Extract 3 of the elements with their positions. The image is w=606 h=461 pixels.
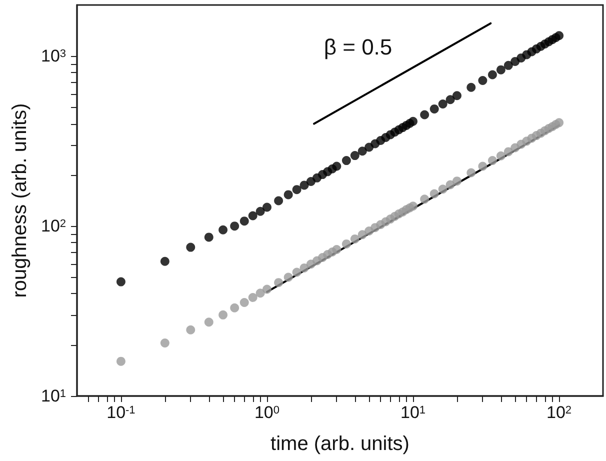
x-axis-title: time (arb. units) [270,433,410,455]
annotation: β = 0.5 [324,34,392,60]
y-axis-title: roughness (arb. units) [9,103,32,298]
